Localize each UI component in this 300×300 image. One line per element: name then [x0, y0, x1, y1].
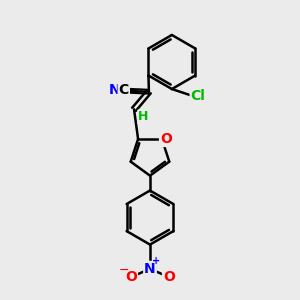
- Text: H: H: [138, 110, 149, 123]
- Text: O: O: [125, 270, 137, 284]
- Text: N: N: [144, 262, 156, 276]
- Text: O: O: [160, 132, 172, 146]
- Text: Cl: Cl: [190, 89, 206, 103]
- Text: +: +: [152, 256, 160, 266]
- Text: N: N: [109, 83, 120, 97]
- Text: C: C: [118, 83, 129, 98]
- Text: O: O: [163, 270, 175, 284]
- Text: −: −: [118, 264, 129, 277]
